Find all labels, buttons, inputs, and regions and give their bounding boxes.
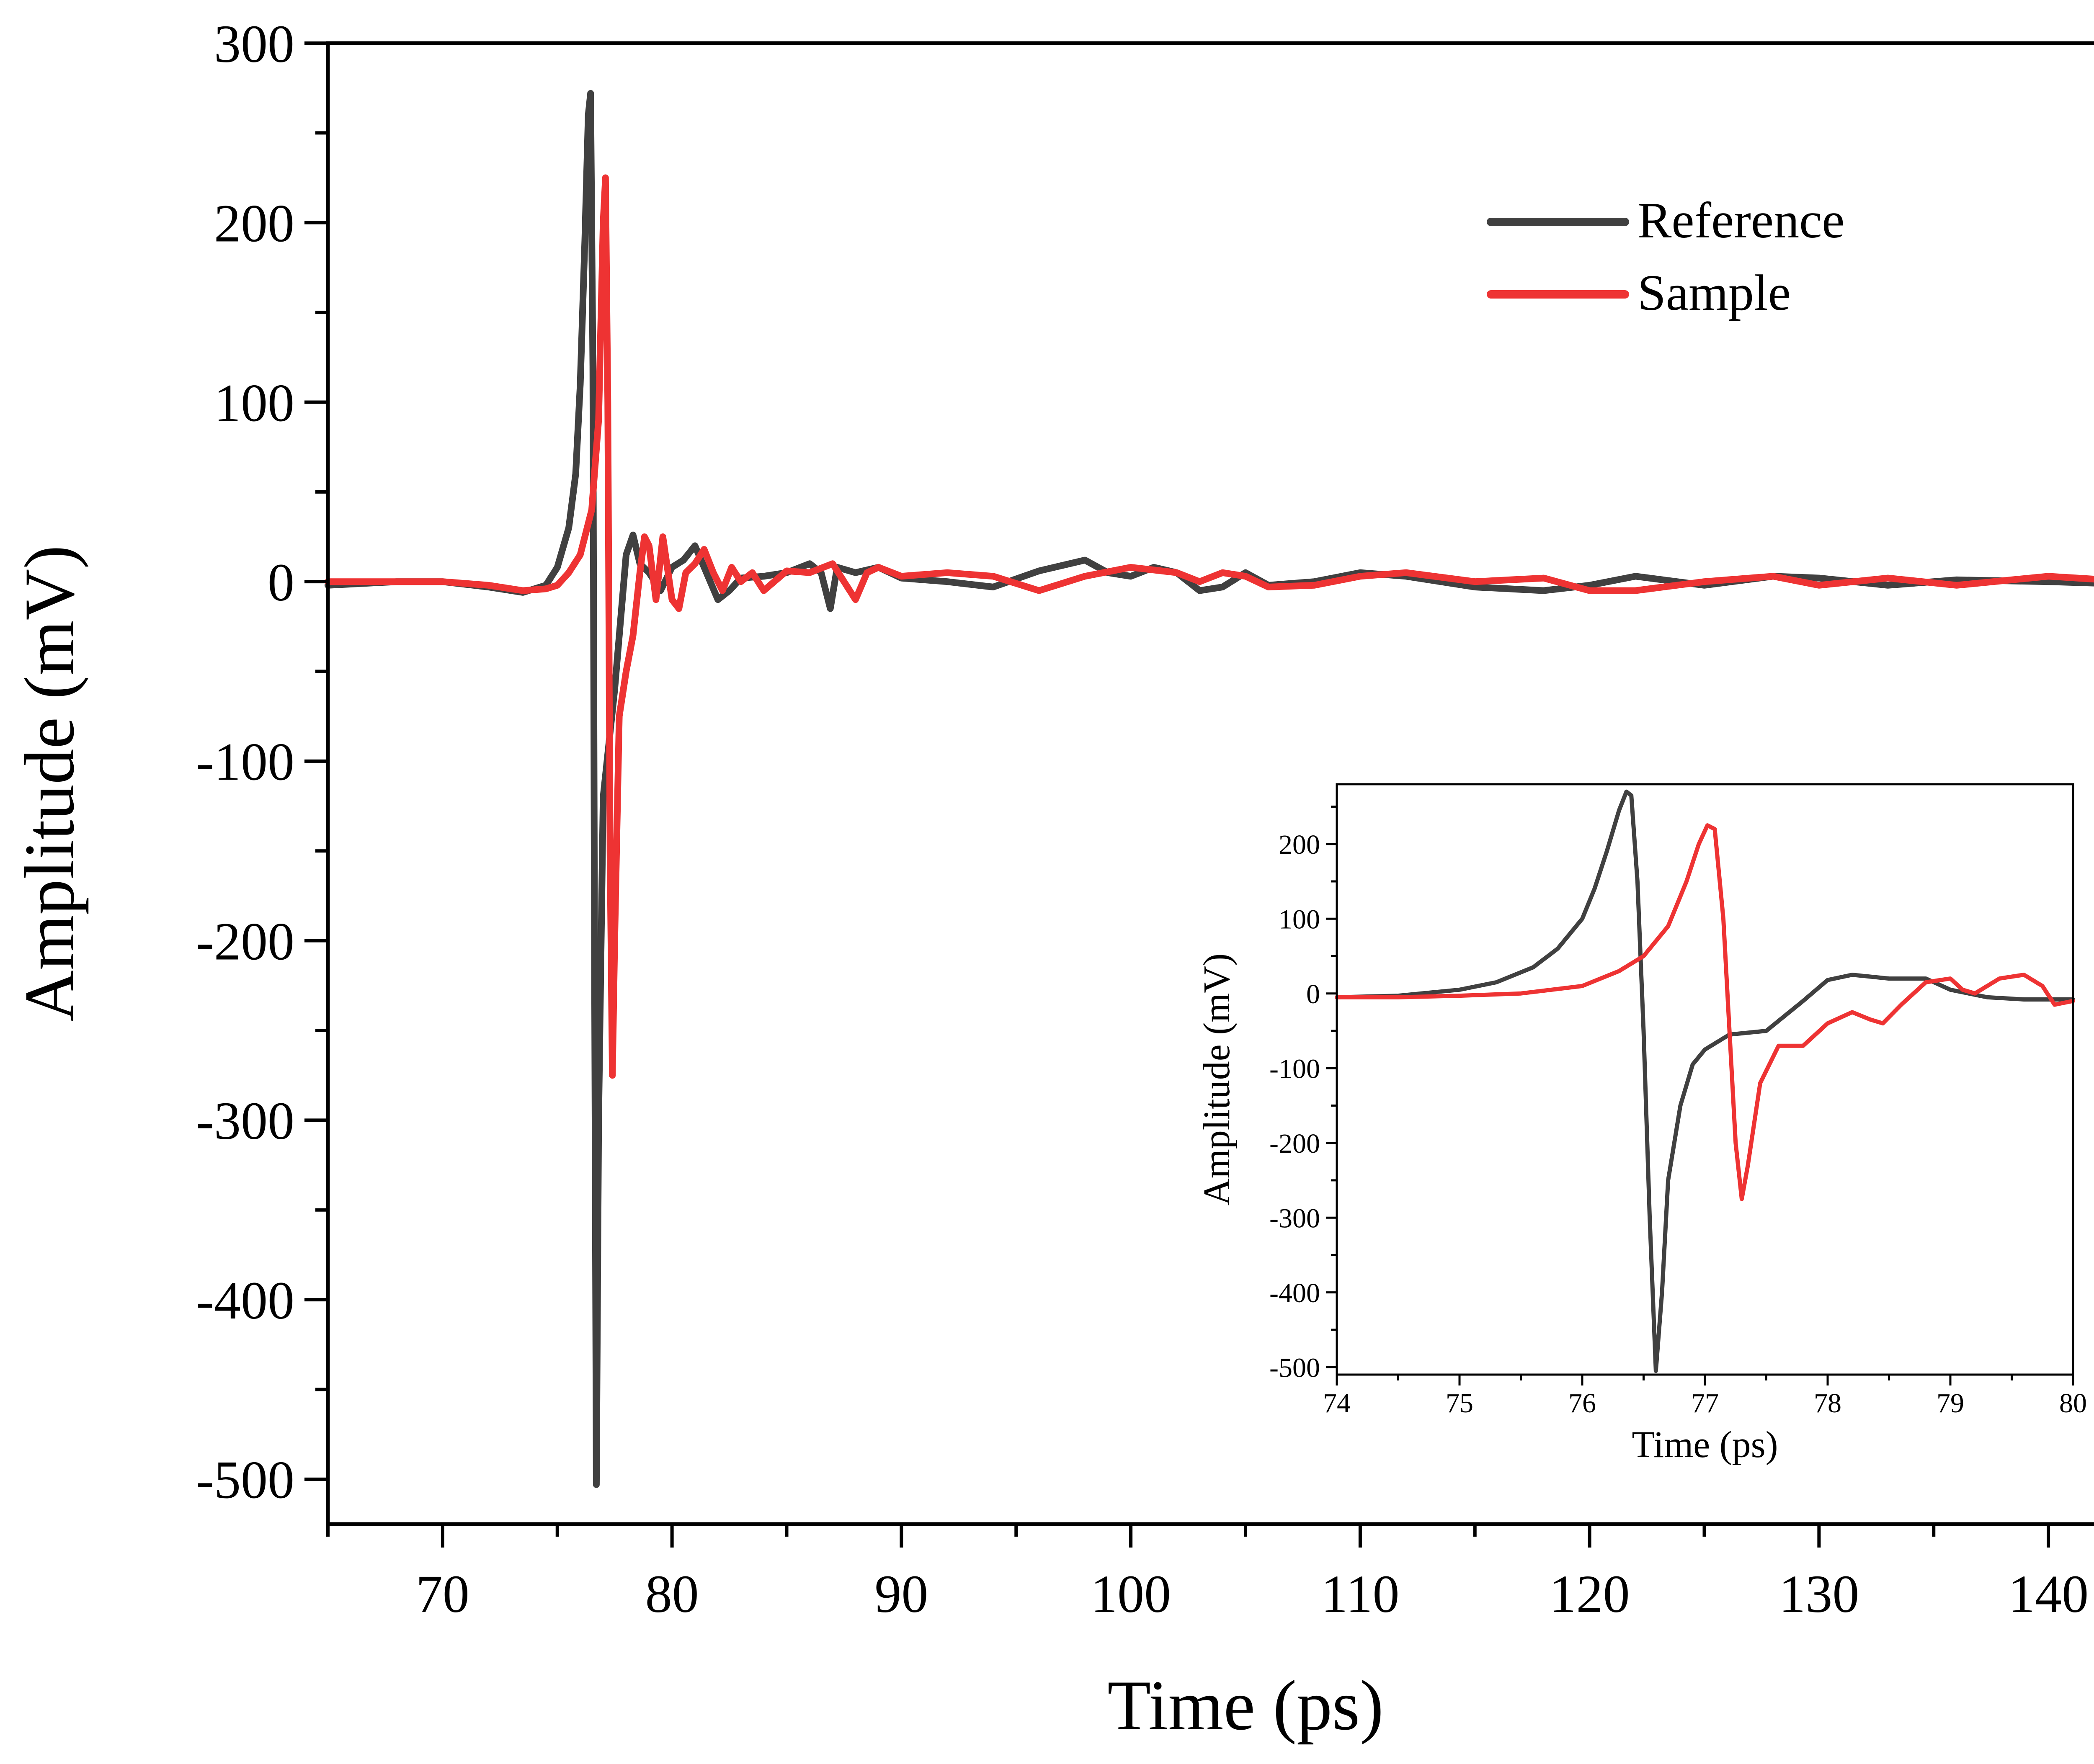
y-tick-label: -200 [196,912,294,971]
x-tick-label: 76 [1568,1388,1596,1419]
main-x-axis-title: Time (ps) [1107,1666,1384,1745]
x-tick-label: 74 [1323,1388,1351,1419]
y-tick-label: -300 [1269,1203,1320,1234]
y-tick-label: -400 [196,1271,294,1330]
main-x-axis: 70 80 90 100 110 120 130 140 [326,1524,2089,1624]
y-tick-label: 200 [1279,829,1320,860]
x-tick-label: 80 [2059,1388,2087,1419]
inset-plot: 74 75 76 77 78 79 80 200 100 0 -100 -200 -300 -400 -5… [1196,783,2087,1465]
inset-x-axis: 74 75 76 77 78 79 80 [1323,1375,2087,1419]
legend-label-sample: Sample [1638,265,1791,321]
y-tick-label: 200 [214,194,294,253]
y-tick-label: 100 [214,373,294,433]
x-tick-label: 78 [1814,1388,1841,1419]
y-tick-label: -100 [196,732,294,792]
x-tick-label: 77 [1691,1388,1719,1419]
x-tick-label: 90 [874,1564,928,1624]
x-tick-label: 140 [2008,1564,2089,1624]
main-plot: 70 80 90 100 110 120 130 140 300 200 100 0 -100 -200… [10,14,2094,1745]
x-tick-label: 70 [416,1564,469,1624]
main-y-axis-title: Amplitude (mV) [10,545,89,1022]
series-line-sample [325,174,2094,1079]
x-tick-label: 79 [1937,1388,1964,1419]
x-tick-label: 100 [1091,1564,1171,1624]
y-tick-label: -100 [1269,1053,1320,1084]
inset-y-axis-title: Amplitude (mV) [1196,953,1238,1205]
x-tick-label: 120 [1550,1564,1630,1624]
series-line-reference [325,90,2094,1488]
x-tick-label: 75 [1446,1388,1473,1419]
y-tick-label: 300 [214,14,294,74]
inset-y-axis: 200 100 0 -100 -200 -300 -400 -500 [1269,806,1337,1383]
series-line-sample-inset [1335,823,2075,1201]
y-tick-label: -500 [196,1450,294,1510]
inset-series-group [1335,789,2075,1373]
series-line-reference-inset [1335,789,2075,1373]
y-tick-label: 0 [268,553,294,612]
x-tick-label: 80 [645,1564,699,1624]
y-tick-label: -500 [1269,1352,1320,1383]
y-tick-label: 0 [1306,979,1320,1009]
inset-plot-background [1337,784,2073,1375]
y-tick-label: 100 [1279,904,1320,935]
y-tick-label: -300 [196,1091,294,1151]
legend-label-reference: Reference [1638,192,1844,249]
y-tick-label: -400 [1269,1278,1320,1308]
inset-x-axis-title: Time (ps) [1632,1424,1778,1465]
x-tick-label: 130 [1779,1564,1859,1624]
y-tick-label: -200 [1269,1128,1320,1159]
x-tick-label: 110 [1321,1564,1399,1624]
main-series-group [325,90,2094,1488]
legend: Reference Sample [1487,192,1844,321]
main-y-axis: 300 200 100 0 -100 -200 -300 -400 -500 [196,14,328,1510]
